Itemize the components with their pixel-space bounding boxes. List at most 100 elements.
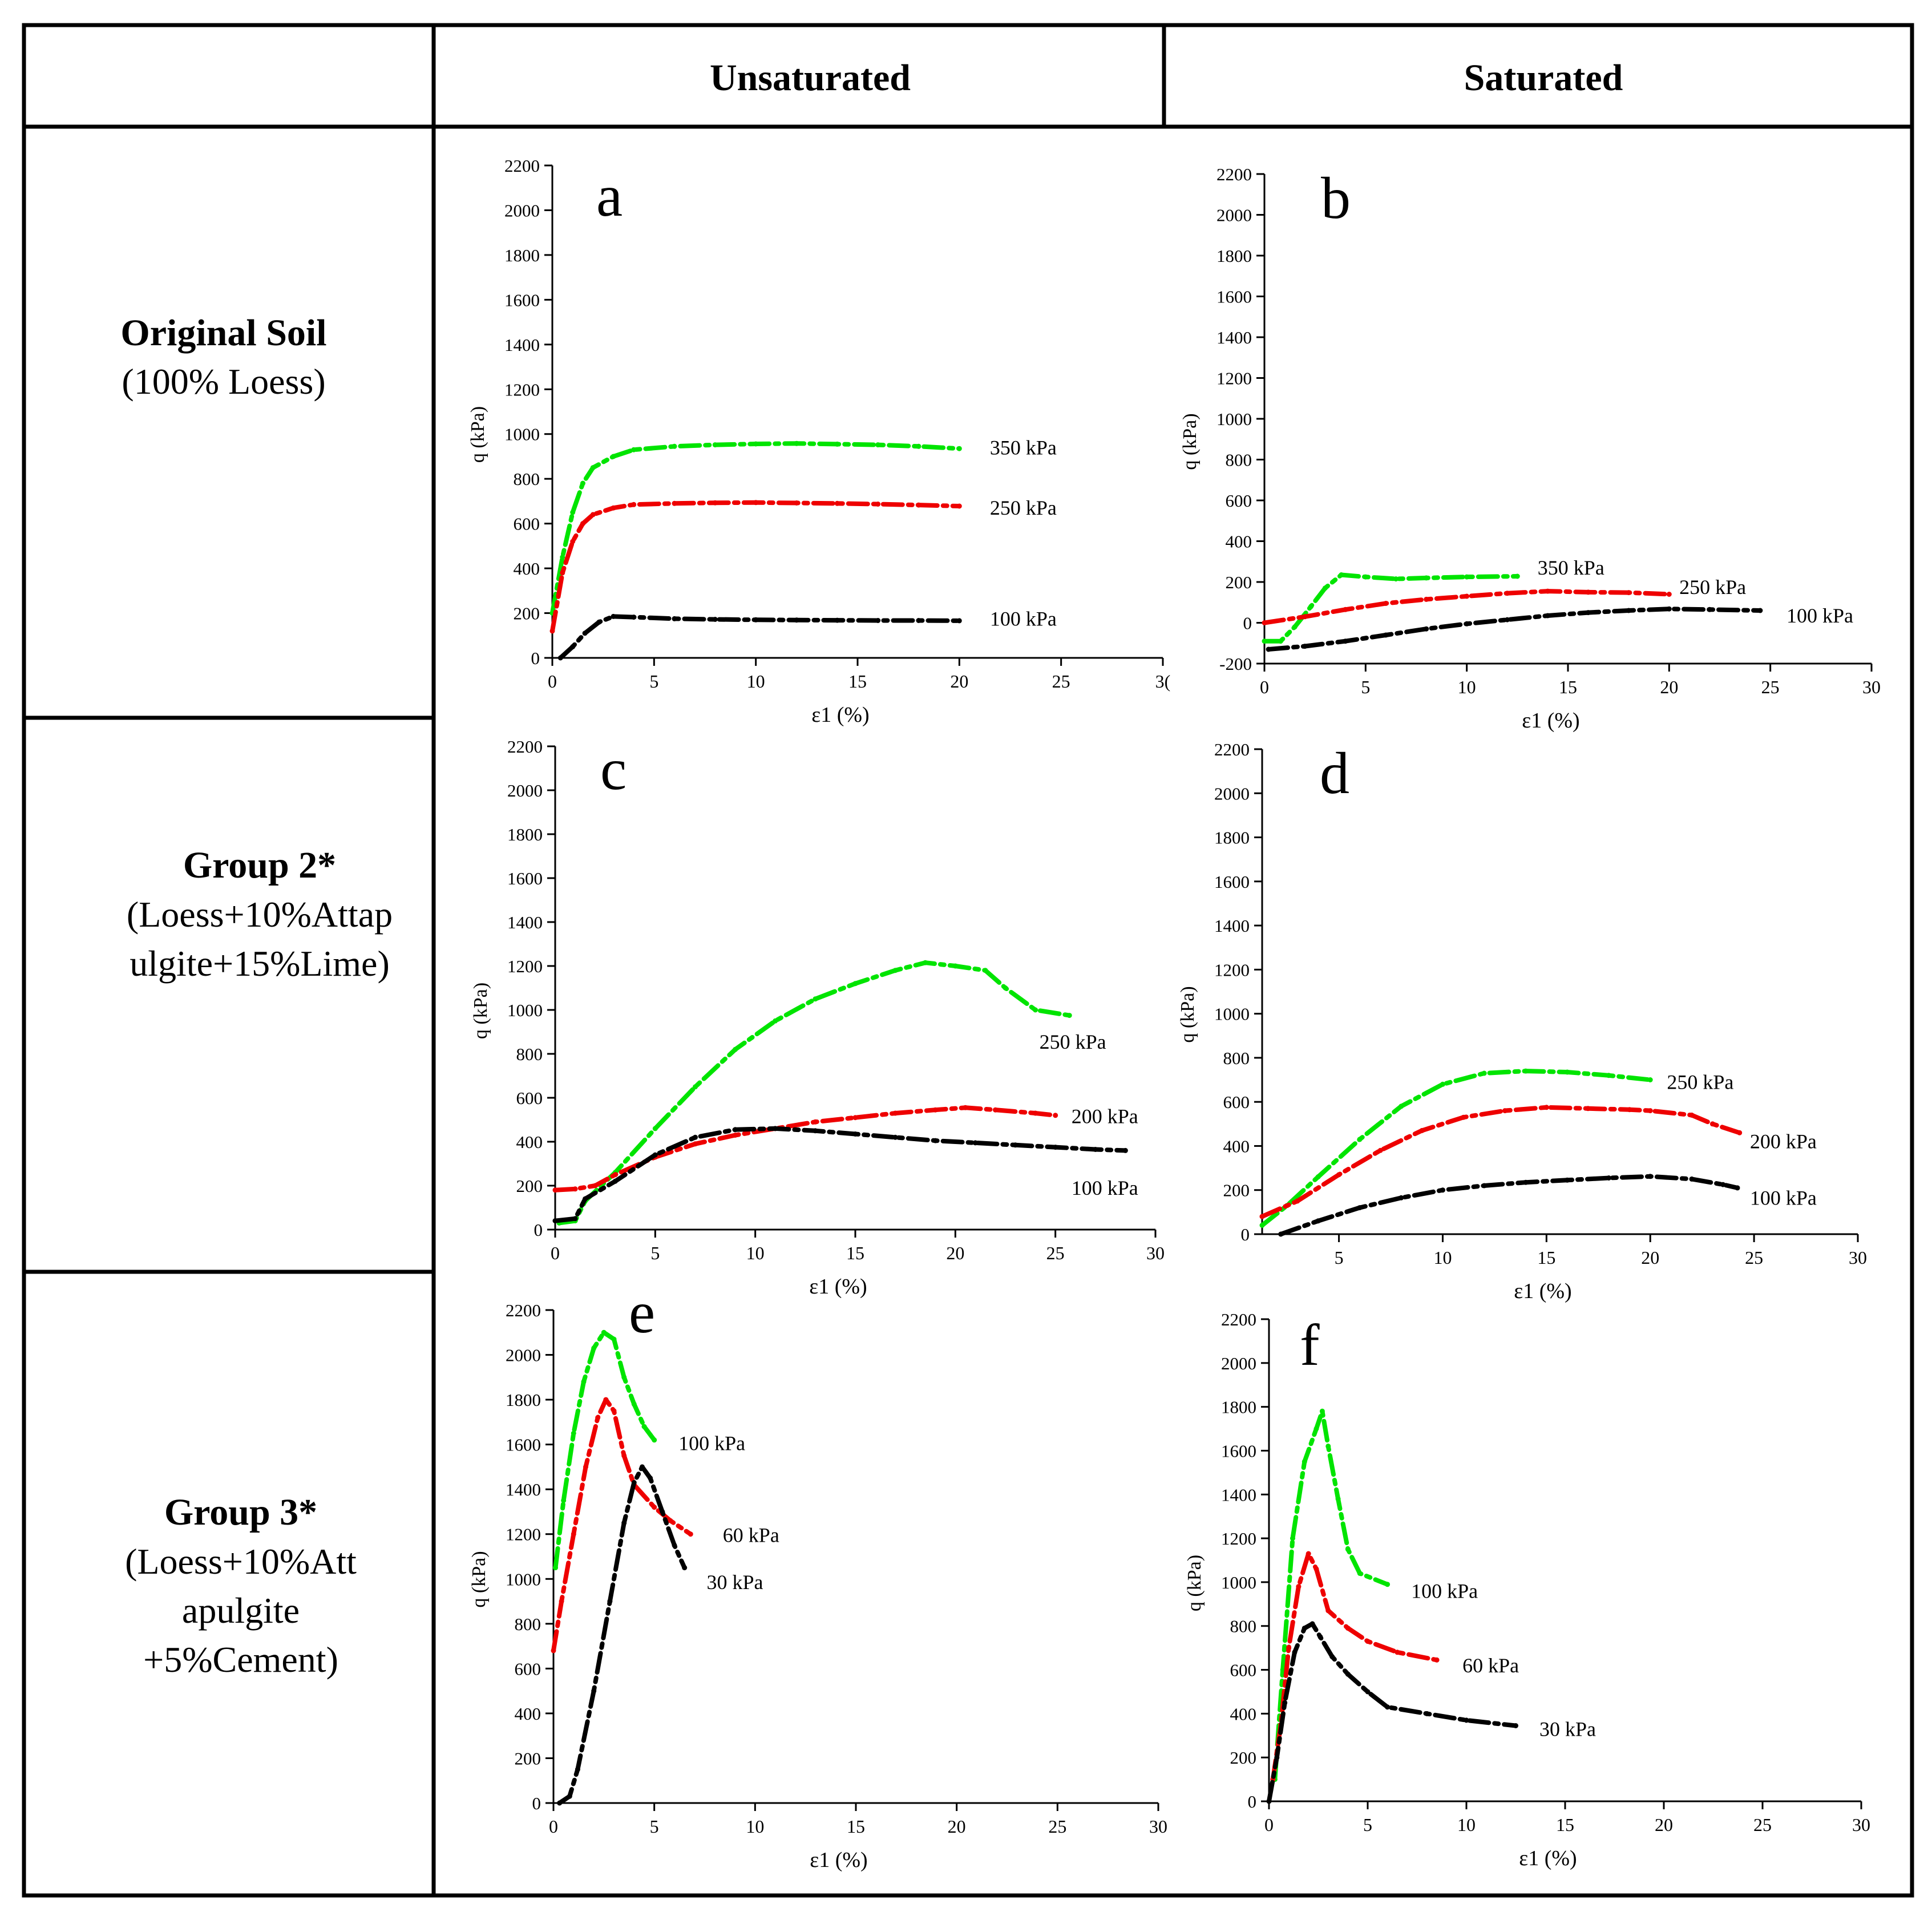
data-point [1292, 624, 1298, 630]
series-line-30-kpa [557, 1464, 687, 1805]
y-tick-label: 1800 [1221, 1397, 1256, 1417]
data-point [852, 1131, 858, 1137]
data-point [1545, 588, 1550, 594]
series-line-200-kpa [553, 1105, 1058, 1193]
data-point [1385, 1582, 1391, 1587]
y-tick-label: 1400 [506, 1480, 541, 1499]
x-tick-label: 20 [950, 671, 968, 692]
data-point [1262, 620, 1267, 625]
y-tick-label: 200 [516, 1176, 543, 1196]
y-tick-label: 2000 [1221, 1353, 1256, 1373]
x-tick-label: 5 [1363, 1814, 1372, 1835]
y-tick-label: 400 [1230, 1704, 1257, 1724]
data-point [682, 1565, 688, 1571]
data-point [1502, 1108, 1508, 1114]
data-point [580, 480, 585, 486]
data-point [1003, 985, 1008, 991]
data-point [552, 1187, 558, 1193]
data-point [551, 1648, 556, 1654]
data-point [1296, 1584, 1302, 1590]
data-point [1363, 574, 1368, 580]
y-tick-label: 2200 [507, 737, 543, 757]
data-point [1365, 1639, 1371, 1644]
data-point [1319, 1408, 1325, 1414]
data-point [1513, 1723, 1518, 1728]
data-point [1345, 1626, 1351, 1631]
series-label: 30 kPa [707, 1571, 763, 1594]
x-tick-label: 5 [650, 1816, 659, 1837]
data-point [1399, 1195, 1404, 1200]
y-tick-label: 1600 [507, 868, 543, 888]
y-tick-label: 2200 [506, 1300, 541, 1320]
y-tick-label: 800 [1230, 1616, 1257, 1636]
series-label: 100 kPa [678, 1432, 745, 1455]
y-tick-label: 1400 [507, 912, 543, 932]
data-point [1343, 638, 1348, 644]
x-tick-label: 30 [1149, 1816, 1167, 1837]
data-point [611, 454, 616, 459]
series-label: 100 kPa [1411, 1579, 1478, 1602]
data-point [672, 443, 677, 449]
data-point [583, 1464, 588, 1470]
data-point [580, 521, 585, 527]
data-point [1317, 1634, 1323, 1640]
data-point [1424, 626, 1429, 632]
y-tick-label: 0 [1248, 1792, 1257, 1812]
data-point [611, 613, 616, 619]
row-label-original-soil: Original Soil (100% Loess) [120, 312, 326, 402]
data-point [621, 1375, 627, 1380]
data-point [668, 1518, 673, 1523]
row-label-group-2: Group 2* (Loess+10%Attap ulgite+15%Lime) [127, 844, 393, 984]
row-title: Group 2* [183, 844, 336, 886]
x-tick-label: 25 [1048, 1816, 1066, 1837]
data-point [753, 441, 759, 447]
data-point [1122, 1147, 1128, 1153]
data-point [1313, 1426, 1319, 1432]
column-header-saturated: Saturated [1464, 57, 1623, 99]
data-point [813, 1128, 818, 1134]
data-point [1419, 1127, 1425, 1133]
y-tick-label: 1000 [504, 425, 540, 444]
y-tick-label: 2000 [507, 781, 543, 801]
data-point [956, 503, 962, 509]
data-point [596, 619, 602, 625]
data-point [557, 655, 563, 661]
data-point [1505, 617, 1510, 622]
data-point [1505, 591, 1510, 596]
data-point [590, 465, 596, 471]
series-line-60-kpa [551, 1397, 693, 1653]
data-point [1385, 1704, 1391, 1710]
data-point [773, 1018, 778, 1024]
y-tick-label: 400 [514, 559, 540, 579]
data-point [1336, 1172, 1342, 1178]
y-tick-label: 1400 [1221, 1485, 1256, 1505]
data-point [631, 615, 637, 620]
data-point [1053, 1145, 1058, 1150]
x-tick-label: 15 [1556, 1814, 1574, 1835]
data-point [1481, 1183, 1487, 1189]
x-tick-label: 5 [1335, 1247, 1344, 1268]
row-subtitle: (Loess+10%Attap [127, 894, 393, 935]
data-point [1626, 590, 1631, 596]
y-tick-label: 2000 [506, 1345, 541, 1365]
x-axis-label: ε1 (%) [1519, 1846, 1577, 1870]
x-tick-label: 5 [649, 671, 658, 692]
data-point [631, 447, 637, 452]
data-point [1313, 1566, 1319, 1572]
data-point [963, 1105, 968, 1110]
series-line-100-kpa [558, 614, 962, 660]
column-header-unsaturated: Unsaturated [710, 57, 911, 99]
data-point [875, 442, 881, 448]
data-point [1302, 1626, 1307, 1631]
data-point [1259, 1214, 1265, 1219]
data-point [852, 981, 858, 987]
data-point [611, 1408, 617, 1414]
data-point [1278, 638, 1283, 644]
data-point [631, 1480, 637, 1485]
data-point [972, 1140, 978, 1146]
y-tick-label: 2200 [504, 156, 540, 176]
data-point [1626, 608, 1631, 613]
row-title: Group 3* [164, 1491, 317, 1533]
y-tick-label: 2000 [1216, 205, 1252, 225]
data-point [1266, 1798, 1272, 1804]
